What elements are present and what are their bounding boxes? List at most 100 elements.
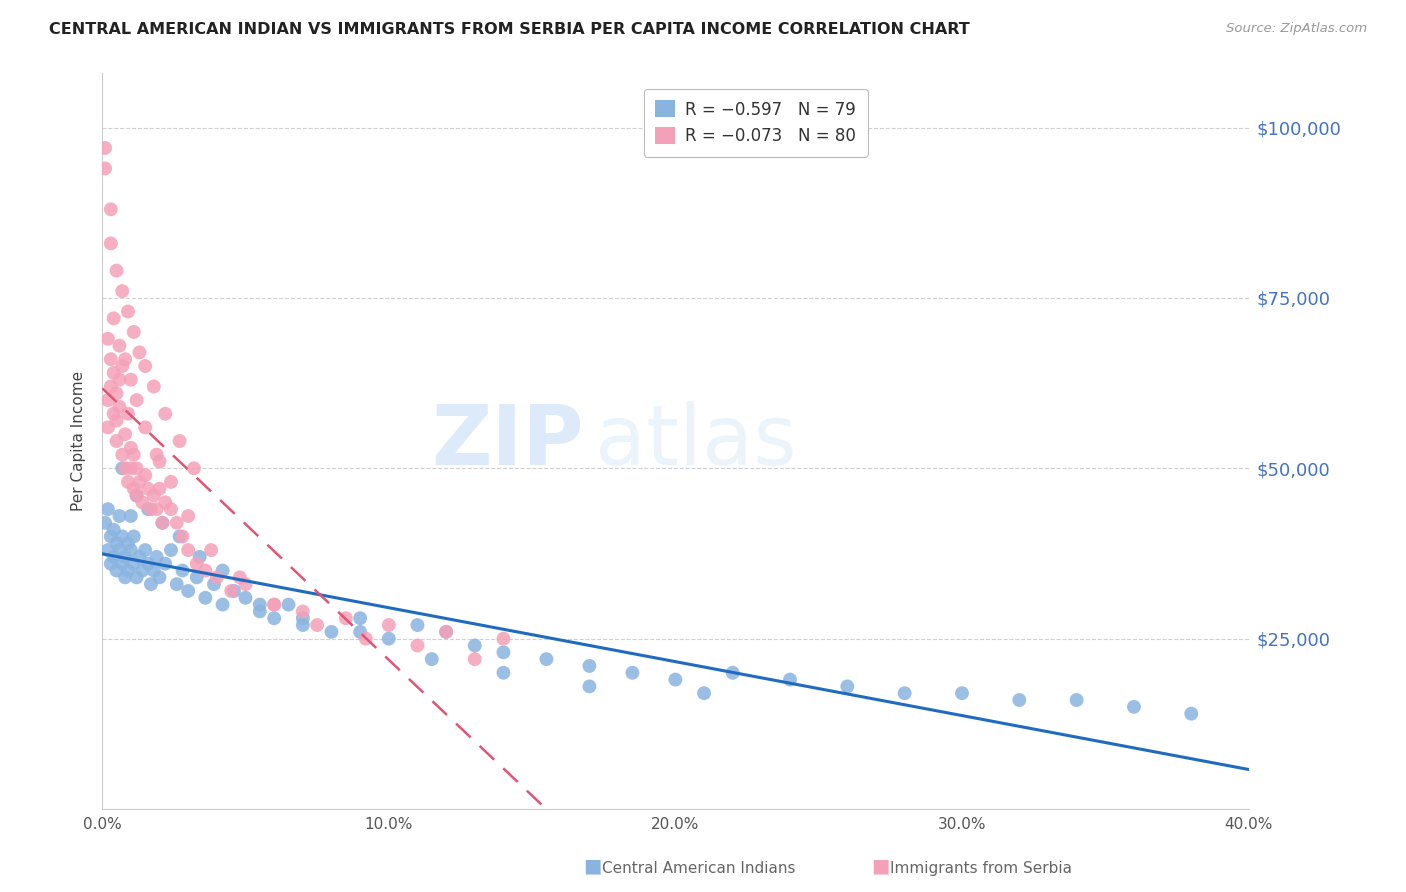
Point — [122, 529, 145, 543]
Point — [693, 686, 716, 700]
Point — [117, 304, 139, 318]
Point — [148, 570, 170, 584]
Point — [492, 645, 515, 659]
Point — [103, 523, 125, 537]
Point — [249, 598, 271, 612]
Point — [148, 482, 170, 496]
Point — [166, 516, 188, 530]
Point — [155, 407, 177, 421]
Point — [134, 359, 156, 373]
Point — [114, 427, 136, 442]
Point — [105, 434, 128, 448]
Point — [105, 564, 128, 578]
Point — [893, 686, 915, 700]
Point — [108, 338, 131, 352]
Point — [120, 508, 142, 523]
Point — [837, 679, 859, 693]
Point — [186, 570, 208, 584]
Point — [211, 564, 233, 578]
Point — [177, 584, 200, 599]
Point — [122, 557, 145, 571]
Point — [349, 611, 371, 625]
Point — [335, 611, 357, 625]
Point — [108, 400, 131, 414]
Point — [321, 624, 343, 639]
Point — [122, 448, 145, 462]
Point — [122, 482, 145, 496]
Point — [114, 352, 136, 367]
Point — [145, 549, 167, 564]
Point — [105, 413, 128, 427]
Point — [152, 516, 174, 530]
Point — [155, 495, 177, 509]
Point — [117, 475, 139, 489]
Point — [464, 652, 486, 666]
Point — [291, 604, 314, 618]
Point — [219, 584, 242, 599]
Point — [194, 591, 217, 605]
Point — [108, 508, 131, 523]
Point — [235, 577, 257, 591]
Point — [169, 529, 191, 543]
Point — [94, 141, 117, 155]
Point — [94, 516, 117, 530]
Point — [97, 393, 120, 408]
Point — [263, 598, 285, 612]
Point — [148, 454, 170, 468]
Point — [111, 359, 134, 373]
Point — [139, 502, 162, 516]
Point — [134, 420, 156, 434]
Text: atlas: atlas — [595, 401, 797, 482]
Point — [950, 686, 973, 700]
Point — [111, 448, 134, 462]
Point — [97, 543, 120, 558]
Point — [114, 461, 136, 475]
Point — [578, 659, 600, 673]
Point — [128, 475, 150, 489]
Point — [120, 441, 142, 455]
Point — [222, 584, 245, 599]
Text: Central American Indians: Central American Indians — [602, 861, 796, 876]
Point — [108, 373, 131, 387]
Point — [103, 311, 125, 326]
Point — [125, 489, 148, 503]
Point — [134, 543, 156, 558]
Point — [211, 598, 233, 612]
Point — [378, 618, 401, 632]
Point — [263, 611, 285, 625]
Point — [111, 557, 134, 571]
Point — [100, 529, 122, 543]
Point — [172, 529, 194, 543]
Point — [160, 543, 183, 558]
Point — [139, 577, 162, 591]
Point — [406, 639, 429, 653]
Point — [131, 495, 153, 509]
Point — [202, 577, 225, 591]
Point — [117, 536, 139, 550]
Point — [136, 482, 159, 496]
Point — [103, 549, 125, 564]
Point — [111, 529, 134, 543]
Point — [349, 624, 371, 639]
Point — [464, 639, 486, 653]
Point — [354, 632, 377, 646]
Point — [97, 420, 120, 434]
Point — [229, 570, 252, 584]
Point — [1123, 699, 1146, 714]
Point — [492, 665, 515, 680]
Legend: R = −0.597   N = 79, R = −0.073   N = 80: R = −0.597 N = 79, R = −0.073 N = 80 — [644, 88, 868, 157]
Point — [120, 461, 142, 475]
Point — [100, 236, 122, 251]
Point — [200, 543, 222, 558]
Point — [120, 373, 142, 387]
Point — [664, 673, 686, 687]
Text: ZIP: ZIP — [432, 401, 583, 482]
Point — [105, 536, 128, 550]
Point — [114, 570, 136, 584]
Point — [117, 407, 139, 421]
Point — [721, 665, 744, 680]
Point — [186, 557, 208, 571]
Point — [249, 604, 271, 618]
Point — [194, 564, 217, 578]
Point — [183, 461, 205, 475]
